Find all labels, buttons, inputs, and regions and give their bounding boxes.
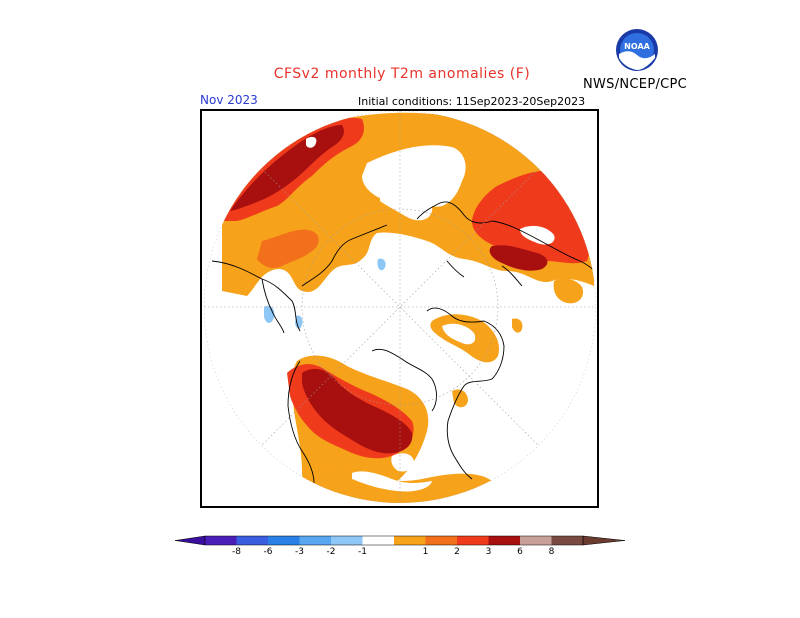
initial-conditions-label: Initial conditions: 11Sep2023-20Sep2023 [358, 95, 586, 108]
colorbar-cell [268, 536, 300, 545]
colorbar-label: 6 [517, 547, 523, 557]
anomaly-region-alaska-small-orange [512, 318, 523, 333]
colorbar-cell [457, 536, 489, 545]
colorbar-cell [205, 536, 237, 545]
colorbar-cell [331, 536, 363, 545]
colorbar-cell [299, 536, 331, 545]
noaa-logo: NOAA [616, 29, 658, 71]
colorbar-cell [362, 536, 394, 545]
colorbar-label: -8 [232, 547, 241, 557]
colorbar-cell [394, 536, 426, 545]
anomaly-region-eastsiberia-darkred [489, 245, 548, 271]
anomaly-region-conus-neutral [352, 471, 432, 492]
agency-label: NWS/NCEP/CPC [583, 77, 688, 92]
graticule [204, 111, 596, 503]
svg-text:NOAA: NOAA [624, 42, 650, 51]
anomaly-region-western-europe-orange [257, 229, 319, 269]
anomaly-region-siberia-darkred [230, 125, 344, 211]
colorbar-cell [520, 536, 552, 545]
anomaly-region-neutral-scandinavia [380, 184, 433, 221]
coastlines [211, 201, 596, 484]
colorbar-cell [551, 536, 583, 545]
colorbar-label: -1 [358, 547, 367, 557]
month-label: Nov 2023 [200, 93, 258, 107]
colorbar [175, 535, 625, 546]
colorbar-cell [236, 536, 268, 545]
polar-map [200, 109, 599, 508]
colorbar-label: 8 [548, 547, 555, 557]
colorbar-label: 3 [485, 547, 492, 557]
anomaly-region-negative-patch-3 [377, 258, 386, 271]
anomaly-region-greenland-neutral [442, 323, 476, 345]
anomaly-region-negative-patch-2 [295, 315, 303, 329]
colorbar-arrow-left [175, 535, 206, 546]
colorbar-cell [488, 536, 520, 545]
anomaly-region-alaska-orange [553, 278, 584, 304]
colorbar-label: -6 [263, 547, 273, 557]
colorbar-label: 1 [422, 547, 429, 557]
colorbar-arrow-right [582, 535, 625, 546]
colorbar-label: -2 [326, 547, 336, 557]
map-title: CFSv2 monthly T2m anomalies (F) [273, 66, 531, 82]
anomaly-region-namerica-neutral-hole [391, 453, 414, 472]
anomaly-region-eastsiberia-white [520, 225, 555, 245]
anomaly-region-siberia-neutral-spot [306, 136, 317, 148]
anomaly-region-namerica-darkred [302, 368, 413, 454]
colorbar-label: 2 [454, 547, 460, 557]
colorbar-cell [425, 536, 457, 545]
anomaly-region-hudson-orange [452, 389, 468, 408]
colorbar-label: -3 [295, 547, 304, 557]
